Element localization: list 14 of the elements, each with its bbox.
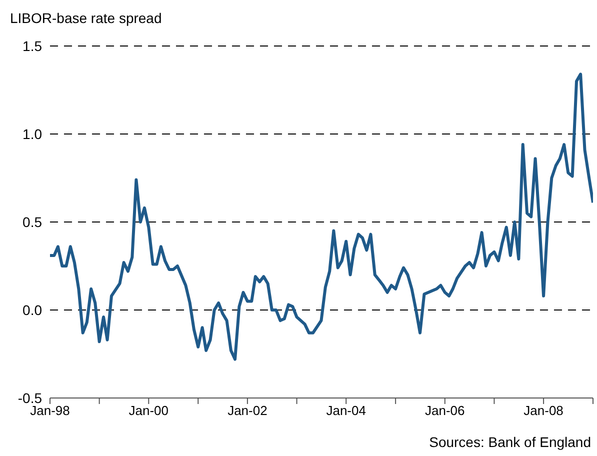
source-note: Sources: Bank of England bbox=[429, 434, 591, 450]
line-series bbox=[50, 72, 593, 361]
y-tick-label: 1.5 bbox=[22, 38, 42, 54]
y-tick-label: 0.5 bbox=[22, 214, 42, 230]
y-tick-label: 1.0 bbox=[22, 126, 42, 142]
x-tick-label: Jan-08 bbox=[524, 403, 564, 418]
x-tick-label: Jan-02 bbox=[228, 403, 268, 418]
x-tick-label: Jan-00 bbox=[128, 403, 169, 418]
x-tick-label: Jan-04 bbox=[326, 403, 366, 418]
y-tick-label: 0.0 bbox=[22, 302, 42, 318]
y-tick-label: -0.5 bbox=[18, 390, 42, 406]
x-tick-label: Jan-06 bbox=[425, 403, 465, 418]
x-tick-label: Jan-98 bbox=[30, 403, 70, 418]
chart-title: LIBOR-base rate spread bbox=[10, 10, 162, 26]
